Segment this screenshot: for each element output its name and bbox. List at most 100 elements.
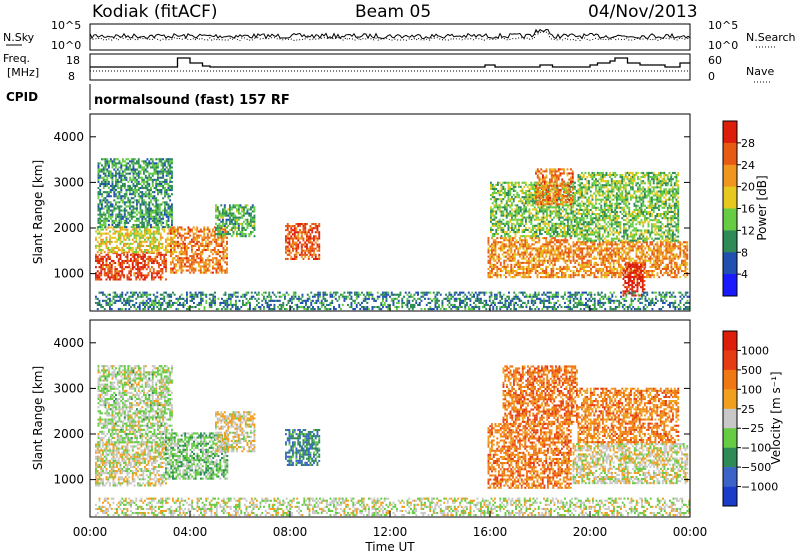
power-cell <box>537 204 540 207</box>
power-cell <box>160 184 163 187</box>
power-cell <box>525 226 527 229</box>
power-cell <box>241 222 244 225</box>
power-cell <box>568 194 571 197</box>
power-cell <box>126 257 129 260</box>
power-cell <box>545 168 548 171</box>
power-cell <box>586 263 589 266</box>
power-cell <box>660 241 662 244</box>
power-cell <box>145 264 148 267</box>
power-cell <box>117 270 120 273</box>
power-cell <box>642 253 645 256</box>
power-cell <box>547 194 550 197</box>
power-cell <box>530 204 533 207</box>
power-cell <box>162 180 165 183</box>
power-cell <box>512 226 515 229</box>
power-cell <box>129 201 131 204</box>
power-cell <box>550 267 553 270</box>
power-cell <box>102 242 104 245</box>
power-cell <box>505 206 508 209</box>
power-cell <box>304 231 307 234</box>
power-cell <box>138 240 141 243</box>
power-cell <box>533 185 536 188</box>
power-cell <box>104 160 107 163</box>
power-cell <box>511 214 513 217</box>
power-cell <box>101 219 103 222</box>
power-cell <box>130 257 132 260</box>
power-cell <box>140 266 143 269</box>
power-cell <box>307 251 310 254</box>
power-cell <box>558 214 561 217</box>
freq-tick-top: 18 <box>66 54 80 67</box>
power-cell <box>623 251 626 254</box>
power-cell <box>97 209 100 212</box>
power-cell <box>314 237 317 240</box>
power-cell <box>216 210 219 213</box>
power-cell <box>632 270 634 273</box>
power-cell <box>97 172 100 175</box>
power-cell <box>157 207 159 210</box>
power-cell <box>113 158 116 161</box>
power-cell <box>511 187 513 190</box>
power-cell <box>640 249 643 252</box>
power-cell <box>155 209 158 212</box>
power-cell <box>522 239 525 242</box>
power-cell <box>285 257 287 260</box>
power-cell <box>575 204 578 207</box>
power-cell <box>579 247 582 250</box>
power-cell <box>557 174 560 177</box>
power-cell <box>549 180 551 183</box>
power-cell <box>518 210 520 213</box>
power-cell <box>141 209 144 212</box>
power-cell <box>505 251 507 254</box>
power-cell <box>569 259 572 262</box>
power-cell <box>527 263 530 266</box>
power-cell <box>507 196 510 199</box>
power-cell <box>667 245 669 248</box>
power-cell <box>182 269 185 272</box>
power-cell <box>492 267 495 270</box>
power-cell <box>566 259 569 262</box>
power-cell <box>141 223 144 226</box>
power-cell <box>304 245 307 248</box>
power-cell <box>206 267 209 270</box>
power-cell <box>152 230 155 233</box>
power-cell <box>106 184 109 187</box>
power-cell <box>600 274 603 277</box>
power-cell <box>151 274 153 277</box>
power-cell <box>570 206 573 209</box>
power-cell <box>510 237 513 240</box>
power-cell <box>192 269 195 272</box>
power-cell <box>124 228 127 231</box>
power-cell <box>106 219 109 222</box>
power-cell <box>304 255 307 258</box>
power-cell <box>137 160 140 163</box>
power-cell <box>99 213 102 216</box>
power-cell <box>156 272 159 275</box>
power-cell <box>159 270 162 273</box>
power-cell <box>495 183 498 186</box>
power-cell <box>144 168 147 171</box>
power-cell <box>552 194 555 197</box>
power-cell <box>130 226 133 229</box>
power-cell <box>533 226 536 229</box>
power-cell <box>135 238 138 241</box>
power-cell <box>122 170 124 173</box>
power-cell <box>222 257 225 260</box>
power-cell <box>557 255 560 258</box>
power-cell <box>144 176 147 179</box>
power-cell <box>248 214 251 217</box>
power-cell <box>630 270 633 273</box>
power-cell <box>151 251 153 254</box>
power-cell <box>162 166 165 169</box>
power-cell <box>639 261 641 264</box>
power-cell <box>538 203 541 206</box>
power-cell <box>600 272 603 275</box>
power-cell <box>135 251 138 254</box>
power-cell <box>510 245 513 248</box>
power-cell <box>605 270 608 273</box>
power-cell <box>526 265 528 268</box>
power-cell <box>644 247 647 250</box>
power-cell <box>541 249 544 252</box>
power-cell <box>544 210 547 213</box>
power-cell <box>232 226 235 229</box>
